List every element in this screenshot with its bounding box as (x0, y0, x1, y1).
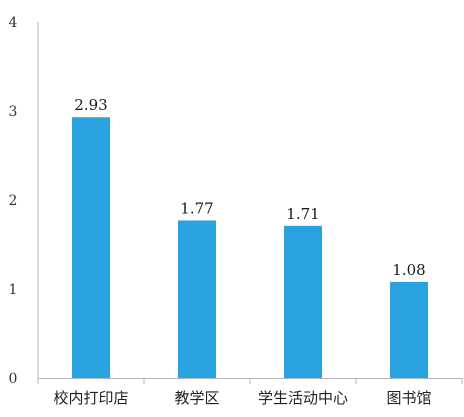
y-tick-label: 0 (9, 371, 18, 387)
bar (72, 117, 110, 378)
x-tick-label: 教学区 (174, 389, 219, 407)
x-tick-label: 校内打印店 (53, 389, 128, 407)
y-axis-ticks: 0 1 2 3 4 (9, 15, 18, 387)
y-tick-label: 1 (9, 282, 18, 298)
x-tick-label: 学生活动中心 (258, 389, 348, 407)
data-label: 1.08 (392, 261, 425, 279)
data-label: 2.93 (74, 96, 107, 114)
x-axis-labels: 校内打印店 教学区 学生活动中心 图书馆 (53, 389, 431, 407)
y-tick-label: 2 (9, 193, 18, 209)
y-tick-label: 4 (9, 15, 18, 31)
bar (390, 281, 428, 378)
bar (178, 220, 216, 378)
bars (72, 117, 428, 378)
x-axis-separators (37, 378, 463, 384)
data-label: 1.77 (180, 199, 213, 217)
data-label: 1.71 (286, 205, 319, 223)
y-tick-label: 3 (9, 104, 18, 120)
bar (284, 225, 322, 378)
data-labels: 2.93 1.77 1.71 1.08 (74, 96, 425, 279)
x-tick-label: 图书馆 (386, 389, 431, 407)
